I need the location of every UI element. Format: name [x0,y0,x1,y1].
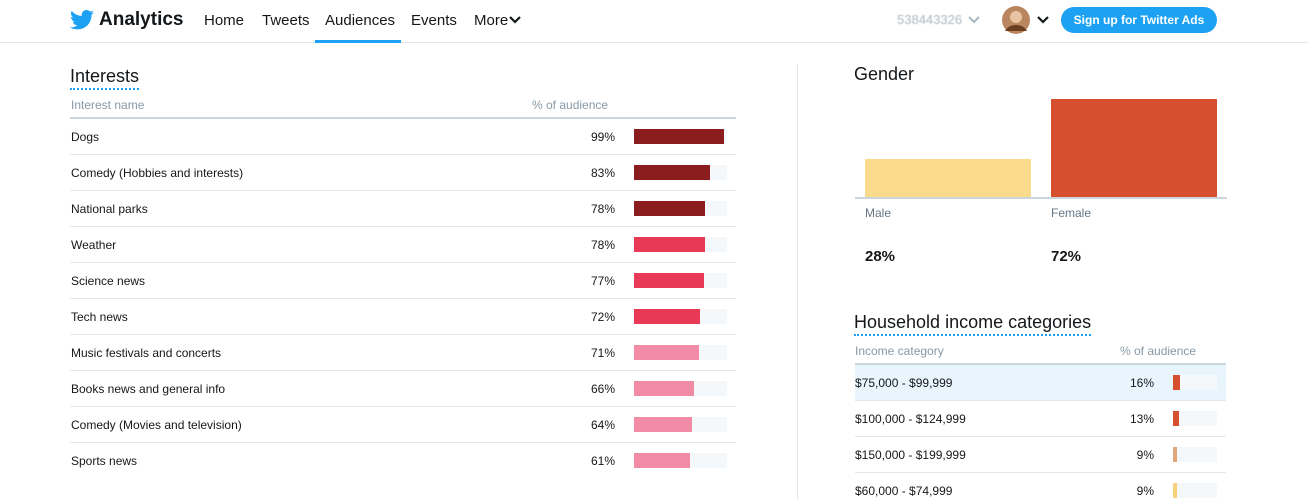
cta-button[interactable]: Sign up for Twitter Ads [1061,7,1217,33]
bar [634,381,695,396]
row-value: 66% [590,382,615,396]
header-rule [70,117,736,119]
row-name: Tech news [71,310,128,324]
bar [1173,447,1177,462]
header-rule [855,363,1226,365]
bar [634,237,705,252]
avatar-chevron[interactable] [1037,15,1049,25]
nav-link[interactable]: Home [204,12,245,29]
bar [1173,483,1177,498]
row-value: 77% [590,274,615,288]
bar-track [1173,375,1217,390]
row-value: 72% [590,310,615,324]
row-name: Comedy (Movies and television) [71,418,242,432]
row-name: $75,000 - $99,999 [855,376,953,390]
row-rule [70,334,736,335]
row-value: 78% [590,238,615,252]
gender-bar [1051,99,1217,197]
interests-title: Interests [70,66,140,90]
row-value: 9% [1136,484,1154,498]
row-name: National parks [71,202,148,216]
account-id[interactable]: 538443326 [897,12,963,27]
bar [634,345,699,360]
bar [1173,411,1179,426]
column-header: Income category [855,344,944,358]
row-name: Books news and general info [71,382,226,396]
row-value: 83% [590,166,615,180]
row-name: Science news [71,274,146,288]
twitter-logo[interactable] [70,9,94,31]
row-name: Weather [71,238,117,252]
column-header: Interest name [71,98,145,112]
gender-name: Male [865,206,892,220]
bar [634,129,725,144]
row-rule [855,400,1226,401]
gender-value: 72% [1051,248,1082,265]
bar [634,309,700,324]
row-rule [70,226,736,227]
row-name: $100,000 - $124,999 [855,412,966,426]
row-value: 9% [1136,448,1154,462]
gender-title: Gender [854,64,915,84]
row-value: 61% [590,454,615,468]
row-rule [855,472,1226,473]
gender-bar [865,158,1031,197]
row-name: $60,000 - $74,999 [855,484,953,498]
row-value: 16% [1129,376,1154,390]
row-name: Dogs [71,130,100,144]
row-value: 64% [590,418,615,432]
row-rule [855,436,1226,437]
row-rule [70,262,736,263]
row-rule [70,442,736,443]
nav-link[interactable]: More [474,12,509,29]
bar-track [1173,447,1217,462]
row-name: Sports news [71,454,138,468]
row-name: $150,000 - $199,999 [855,448,966,462]
row-highlight [855,365,1226,400]
row-value: 99% [590,130,615,144]
gender-name: Female [1051,206,1092,220]
account-chevron[interactable] [968,15,980,25]
bar [634,453,690,468]
bar-track [1173,483,1217,498]
more-chevron[interactable] [509,15,521,25]
nav-link[interactable]: Tweets [262,12,310,29]
nav-link[interactable]: Audiences [325,12,396,29]
row-rule [70,406,736,407]
bar-track [1173,411,1217,426]
brand[interactable]: Analytics [99,9,184,30]
bar [1173,375,1181,390]
bar [634,273,705,288]
row-value: 78% [590,202,615,216]
bar [634,165,710,180]
row-rule [70,370,736,371]
row-value: 13% [1129,412,1154,426]
row-value: 71% [590,346,615,360]
active-underline [315,40,401,43]
avatar[interactable] [1001,5,1031,35]
header-border [0,42,1308,43]
bar [634,417,693,432]
divider [797,64,798,500]
gender-value: 28% [865,248,896,265]
row-rule [70,154,736,155]
column-header: % of audience [1120,344,1197,358]
gender-baseline [855,197,1227,199]
row-name: Music festivals and concerts [71,346,222,360]
bar [634,201,705,216]
column-header: % of audience [532,98,609,112]
row-rule [70,298,736,299]
income-title: Household income categories [854,312,1092,336]
row-rule [70,190,736,191]
nav-link[interactable]: Events [411,12,457,29]
row-name: Comedy (Hobbies and interests) [71,166,244,180]
